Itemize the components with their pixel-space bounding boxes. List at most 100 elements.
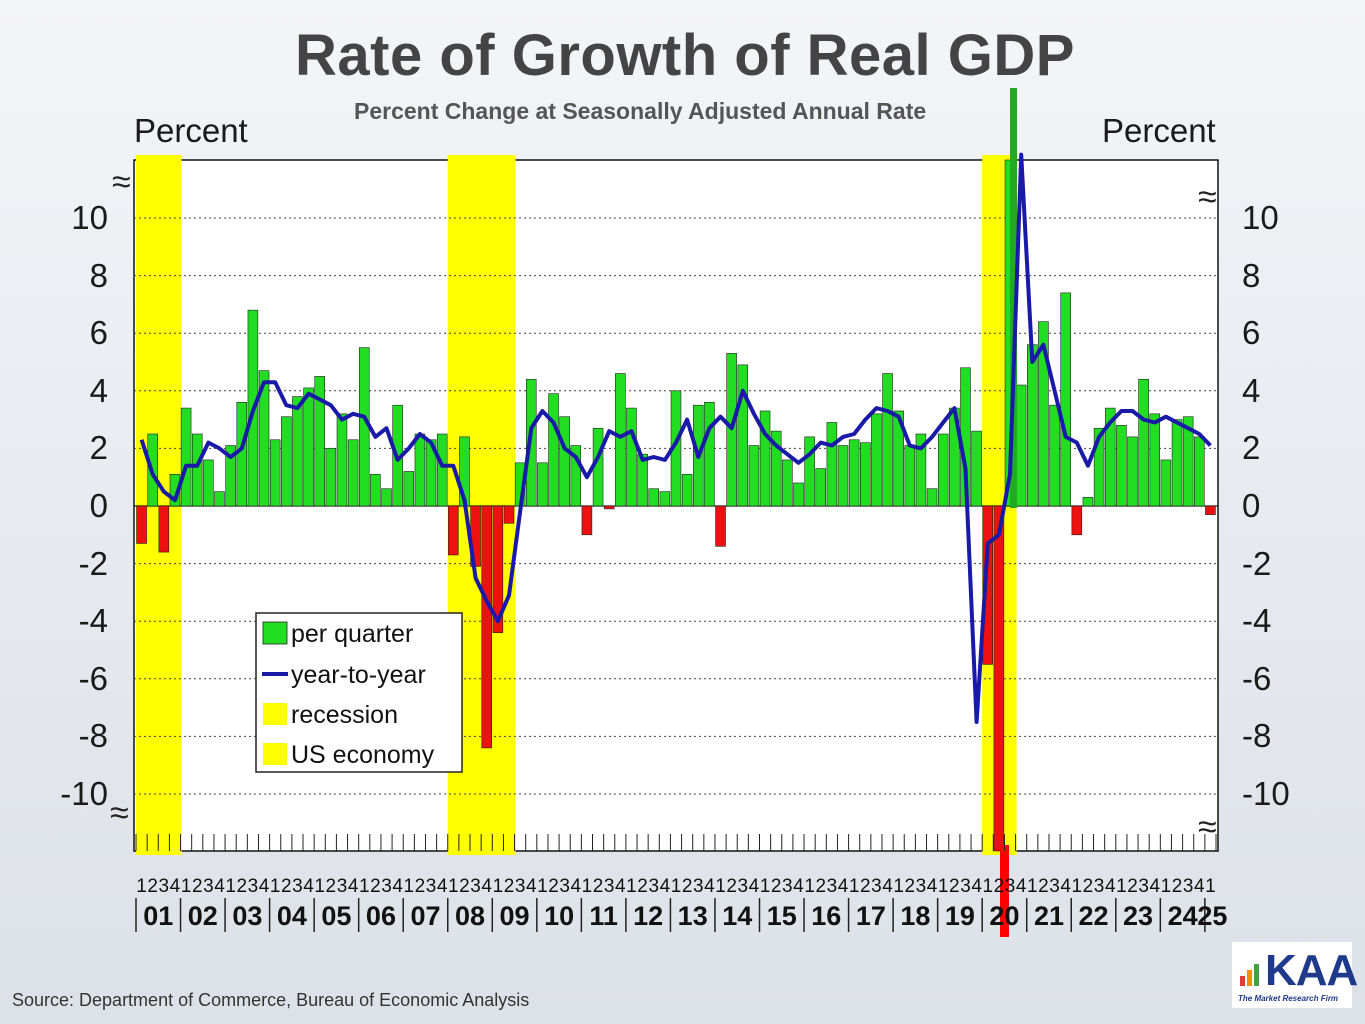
quarter-label: 3 (871, 876, 882, 897)
quarter-label: 2 (415, 876, 426, 897)
quarter-label: 4 (1016, 876, 1027, 897)
quarter-label: 4 (170, 876, 181, 897)
quarter-label: 3 (470, 876, 481, 897)
quarter-label: 2 (1172, 876, 1183, 897)
offscale-negative-marker (1000, 845, 1009, 937)
quarter-label: 3 (916, 876, 927, 897)
quarter-label: 2 (548, 876, 559, 897)
quarter-label: 1 (671, 876, 682, 897)
bar (570, 445, 582, 507)
bar (815, 468, 827, 507)
quarter-label: 1 (1027, 876, 1038, 897)
quarter-label: 3 (337, 876, 348, 897)
y-tick-label-left: 8 (89, 256, 108, 294)
quarter-label: 1 (225, 876, 236, 897)
legend-swatch-per-quarter (262, 621, 288, 645)
quarter-label: 4 (793, 876, 804, 897)
quarter-label: 3 (648, 876, 659, 897)
y-tick-label-right: -6 (1242, 659, 1272, 697)
quarter-label: 4 (838, 876, 849, 897)
bar (782, 459, 793, 507)
bar (448, 505, 459, 556)
bar (1015, 384, 1027, 507)
bar (1171, 419, 1183, 507)
bar (336, 413, 348, 507)
legend: per quarter year-to-year recession US econo… (255, 612, 463, 773)
bar (191, 433, 203, 507)
quarter-label: 3 (559, 876, 570, 897)
bar (715, 505, 726, 547)
quarter-label: 4 (704, 876, 715, 897)
bar (1049, 404, 1060, 507)
quarter-label: 3 (693, 876, 704, 897)
bar (615, 373, 626, 507)
quarter-label: 2 (1038, 876, 1049, 897)
quarter-label: 1 (582, 876, 593, 897)
bar (281, 416, 292, 507)
legend-swatch-us-economy (263, 743, 287, 765)
quarter-label: 4 (1105, 876, 1116, 897)
quarter-label: 4 (882, 876, 893, 897)
bar (770, 430, 782, 507)
year-label: 14 (722, 901, 752, 931)
quarter-label: 3 (292, 876, 303, 897)
axis-break-top-right: ≈ (1198, 178, 1217, 216)
y-tick-label-right: -4 (1242, 602, 1272, 640)
year-label: 19 (945, 901, 975, 931)
quarter-label: 1 (136, 876, 147, 897)
quarter-label: 3 (203, 876, 214, 897)
bar (860, 442, 871, 507)
y-tick-label-left: -6 (78, 659, 108, 697)
y-tick-label-left: 10 (71, 199, 108, 236)
bar (203, 459, 214, 507)
quarter-label: 1 (448, 876, 459, 897)
quarter-label: 3 (1138, 876, 1149, 897)
quarter-label: 2 (147, 876, 158, 897)
y-tick-label-left: -8 (78, 717, 108, 755)
quarter-label: 3 (1049, 876, 1060, 897)
quarter-label: 2 (994, 876, 1005, 897)
offscale-positive-marker (1010, 88, 1017, 508)
legend-label: year-to-year (291, 661, 426, 689)
year-label: 01 (143, 901, 173, 931)
left-axis-label: Percent (134, 112, 248, 149)
bar (425, 439, 437, 507)
quarter-label: 1 (626, 876, 637, 897)
bar (1104, 407, 1116, 507)
quarter-label: 2 (370, 876, 381, 897)
quarter-label: 1 (314, 876, 325, 897)
bar (982, 505, 994, 665)
quarter-label: 4 (660, 876, 671, 897)
quarter-label: 3 (827, 876, 838, 897)
bar (826, 422, 838, 507)
axis-break-bottom-left: ≈ (110, 794, 129, 832)
chart-title: Rate of Growth of Real GDP (295, 23, 1075, 88)
bar (1082, 497, 1094, 507)
year-label: 02 (188, 901, 218, 931)
bar (993, 505, 1005, 852)
logo-tagline: The Market Research Firm (1238, 994, 1339, 1003)
quarter-label: 3 (960, 876, 971, 897)
quarter-label: 3 (515, 876, 526, 897)
y-tick-label-right: -10 (1242, 775, 1290, 812)
year-label: 05 (321, 901, 351, 931)
quarter-label: 1 (804, 876, 815, 897)
y-tick-label-right: 8 (1242, 256, 1261, 294)
quarter-label: 1 (715, 876, 726, 897)
quarter-label: 2 (1083, 876, 1094, 897)
quarter-label: 4 (927, 876, 938, 897)
quarter-label: 3 (1094, 876, 1105, 897)
bar (915, 433, 927, 507)
y-tick-label-left: 4 (89, 371, 108, 409)
chart-subtitle: Percent Change at Seasonally Adjusted An… (354, 98, 927, 124)
quarter-label: 2 (236, 876, 247, 897)
bar (158, 505, 170, 553)
bar (214, 491, 225, 507)
quarter-label: 1 (1205, 876, 1216, 897)
year-label: 22 (1079, 901, 1109, 931)
bar (381, 488, 392, 507)
bar (971, 430, 982, 507)
quarter-label: 4 (1060, 876, 1071, 897)
